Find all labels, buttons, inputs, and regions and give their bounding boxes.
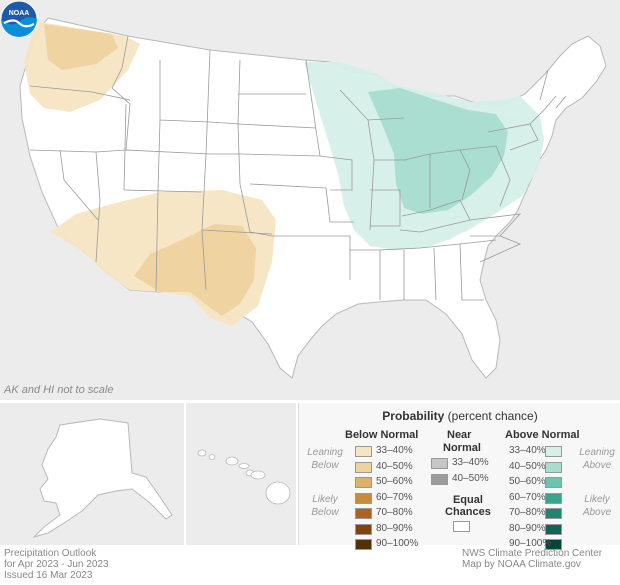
footer-left: Precipitation Outlook for Apr 2023 - Jun… [4,548,109,581]
above-normal-swatch [545,492,562,504]
above-normal-swatch [545,508,562,519]
above-normal-label: 90–100% [509,538,552,549]
above-normal-label: 33–40% [509,445,546,456]
below-normal-swatch [355,523,372,535]
below-normal-label: 60–70% [376,491,413,503]
outlook-period: for Apr 2023 - Jun 2023 [4,559,109,570]
below-normal-label: 70–80% [376,507,413,518]
near-normal-header-2: Normal [443,442,481,454]
above-normal-label: 80–90% [509,522,546,534]
above-normal-label: 50–60% [509,476,546,487]
equal-chances-label: Equal Chances [445,494,491,518]
footer-right: NWS Climate Prediction Center Map by NOA… [462,548,602,570]
below-normal-label: 33–40% [376,445,413,456]
equal-chances-swatch [453,521,470,532]
above-normal-swatch [545,523,562,535]
likely-below-label: Likely Below [311,494,339,518]
below-normal-label: 90–100% [376,538,419,549]
noaa-logo-text: NOAA [9,10,30,17]
outlook-title: Precipitation Outlook [4,548,97,559]
below-normal-northwest-40 [44,24,118,70]
issued-date: Issued 16 Mar 2023 [4,570,93,581]
below-normal-swatch [355,461,372,473]
above-normal-swatch [545,461,562,473]
near-normal-swatch [431,473,448,485]
leaning-below-label: Leaning Below [307,447,343,471]
above-normal-swatch [545,446,562,457]
near-normal-header-1: Near [447,429,472,441]
hawaii-inset [186,403,296,545]
below-normal-swatch [355,508,372,519]
leaning-above-label: Leaning Above [579,447,615,471]
above-normal-label: 40–50% [509,460,546,472]
legend-panel: Probability (percent chance) Below Norma… [298,403,620,550]
likely-above-label: Likely Above [582,494,612,518]
credit-climate-gov: Map by NOAA Climate.gov [462,559,581,570]
below-normal-header: Below Normal [345,429,419,441]
near-normal-swatch [431,458,448,469]
precipitation-outlook-map: AK and HI not to scale NOAA [0,0,620,400]
scale-note: AK and HI not to scale [4,384,114,396]
hawaii-islands [197,449,291,505]
below-normal-southwest-40 [134,224,256,316]
noaa-logo-icon: NOAA [0,0,38,38]
below-normal-swatch [355,539,372,550]
below-normal-swatch [355,492,372,504]
conus-map-svg [19,17,607,379]
below-normal-label: 40–50% [376,460,413,472]
below-normal-label: 50–60% [376,476,413,487]
credit-cpc: NWS Climate Prediction Center [462,548,603,559]
below-normal-swatch [355,446,372,457]
alaska-shape [32,418,173,539]
above-normal-swatch [545,539,562,550]
above-normal-header: Above Normal [505,429,580,441]
below-normal-swatch [355,477,372,488]
above-normal-40 [368,88,508,214]
near-normal-label: 33–40% [452,457,489,468]
alaska-inset [0,403,184,545]
state-boundaries [29,35,567,301]
legend-title: Probability (percent chance) [382,409,538,423]
near-normal-label: 40–50% [452,472,489,484]
above-normal-swatch [545,477,562,488]
above-normal-label: 70–80% [509,507,546,518]
below-normal-label: 80–90% [376,522,413,534]
above-normal-label: 60–70% [509,491,546,503]
